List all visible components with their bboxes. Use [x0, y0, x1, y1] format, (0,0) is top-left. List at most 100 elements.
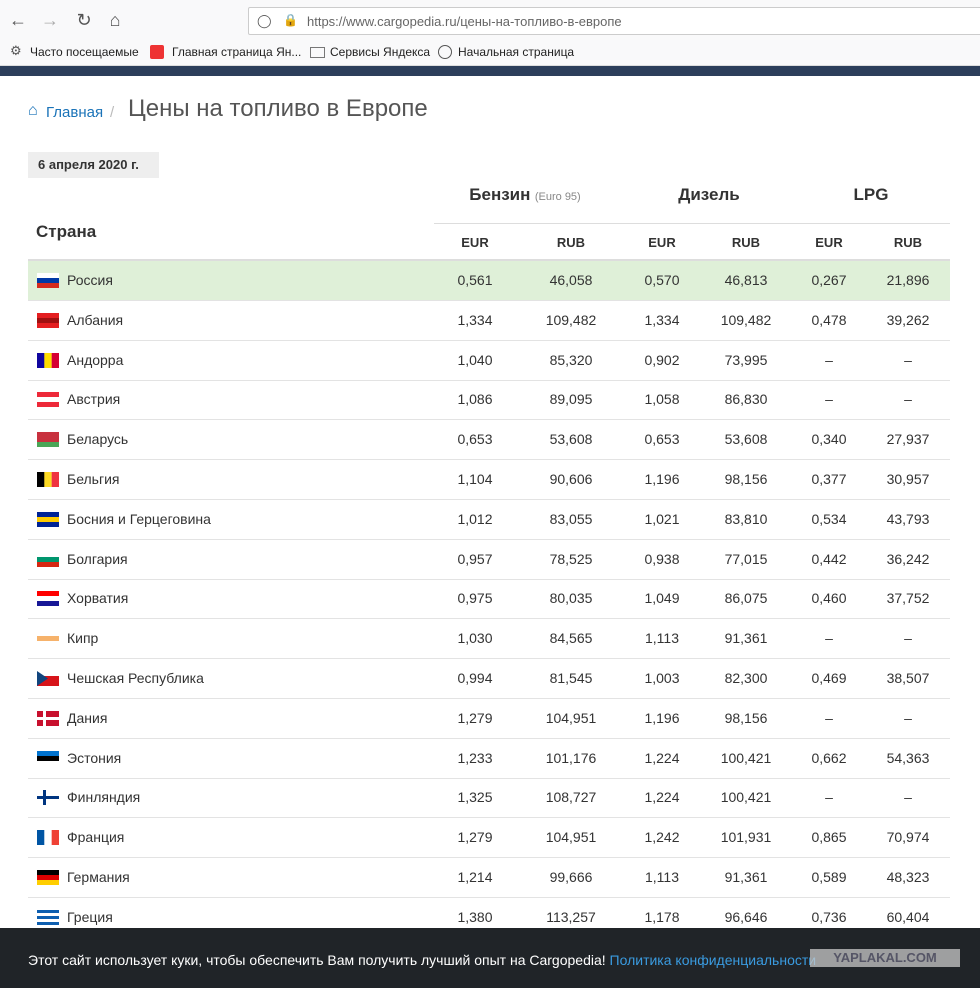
flag [37, 432, 59, 448]
table-row: Греция 1,380 113,257 1,178 96,646 0,736 60,404 [28, 898, 950, 938]
table-row: Россия 0,561 46,058 0,570 46,813 0,267 21,896 [28, 261, 950, 301]
cell-value: 21,896 [886, 272, 930, 288]
cell-value: 98,156 [724, 709, 768, 726]
cell-value: – [904, 351, 912, 368]
cell-value: 101,176 [545, 749, 597, 766]
flag-stripe [37, 750, 59, 756]
country-name: Беларусь [67, 431, 129, 448]
breadcrumb-home[interactable]: Главная [46, 104, 104, 121]
cell-value: 99,666 [549, 869, 593, 885]
cell-value: 1,104 [457, 471, 493, 487]
cell-value: 1,214 [457, 869, 493, 885]
flag-stripe [44, 830, 52, 846]
flag-stripe [37, 551, 59, 557]
cell-value: 37,752 [886, 590, 930, 607]
forward-button[interactable]: → [41, 10, 59, 30]
date-badge: 6 апреля 2020 г. [28, 152, 159, 178]
country-name: Чешская Республика [67, 670, 204, 686]
bookmarks-bar: Часто посещаемые Главная страница Ян... … [0, 38, 980, 66]
flag-stripe [37, 601, 59, 607]
cell-value: 0,460 [811, 590, 847, 607]
cell-value: 98,156 [724, 471, 768, 487]
bookmark[interactable]: Главная страница Ян... [172, 45, 302, 59]
cell-value: 113,257 [546, 908, 596, 925]
flag-stripe [37, 921, 59, 925]
flag-stripe [37, 437, 59, 443]
cell-value: 1,279 [457, 829, 493, 846]
country-name: Финляндия [67, 789, 141, 806]
cell-value: 82,300 [724, 670, 768, 686]
table-row: Эстония 1,233 101,176 1,224 100,421 0,662 54,3… [28, 739, 950, 779]
table-row: Финляндия 1,325 108,727 1,224 100,421 – – [28, 778, 950, 819]
cell-value: 90,606 [549, 471, 593, 487]
cell-value: 1,325 [457, 789, 493, 806]
bookmark[interactable]: Сервисы Яндекса [330, 45, 431, 59]
bookmark[interactable]: Начальная страница [458, 45, 575, 59]
cell-value: 78,525 [549, 550, 593, 567]
breadcrumb-separator: / [110, 104, 115, 121]
date: 6 апреля 2020 г. [38, 157, 139, 172]
cell-value: 0,736 [811, 908, 847, 925]
flag-stripe [37, 561, 59, 567]
flag-stripe [51, 352, 59, 368]
cell-value: 0,902 [644, 351, 680, 368]
cell-value: 1,021 [644, 510, 680, 527]
cell-value: 39,262 [886, 311, 930, 328]
flag-stripe [37, 317, 59, 323]
cell-value: 109,482 [720, 311, 772, 328]
cell-value: 1,196 [644, 471, 680, 487]
cell-value: – [825, 391, 833, 408]
cell-value: 83,810 [724, 510, 768, 527]
cell-value: 0,957 [457, 550, 493, 567]
flag-stripe [37, 641, 59, 647]
flag-stripe [37, 432, 59, 438]
country-name: Болгария [67, 550, 128, 567]
table-row: Хорватия 0,975 80,035 1,049 86,075 0,460 37,75… [28, 579, 950, 620]
cell-value: 101,931 [720, 829, 772, 846]
column-header: EUR [815, 235, 843, 250]
cell-value: 104,951 [545, 709, 597, 726]
flag-stripe [37, 283, 59, 288]
cell-value: 1,334 [644, 311, 680, 328]
cell-value: 100,421 [720, 789, 772, 806]
flag-stripe [37, 472, 45, 487]
flag-stripe [51, 830, 59, 846]
cell-value: 0,534 [811, 510, 847, 527]
cookie-text: Этот сайт использует куки, чтобы обеспеч… [28, 952, 606, 968]
country-header: Страна [36, 222, 97, 241]
table-row: Австрия 1,086 89,095 1,058 86,830 – – [28, 380, 950, 421]
flag-stripe [37, 830, 45, 846]
back-button[interactable]: ← [9, 10, 27, 30]
cell-value: 0,975 [457, 590, 493, 607]
cookie-banner: Этот сайт использует куки, чтобы обеспеч… [0, 928, 980, 988]
flag-stripe [44, 352, 52, 368]
privacy-link[interactable]: Политика конфиденциальности [609, 952, 817, 968]
flag-stripe [37, 676, 59, 682]
reload-button[interactable]: ↻ [76, 10, 92, 30]
address-bar[interactable]: ◯ 🔒 https://www.cargopedia.ru/цены-на-то… [248, 7, 980, 35]
flag-stripe [37, 915, 59, 919]
cell-value: 84,565 [549, 630, 593, 647]
site-header-bar [0, 66, 980, 76]
flag-stripe [37, 596, 59, 602]
bookmark[interactable]: Часто посещаемые [30, 45, 139, 59]
cell-value: – [904, 391, 912, 408]
flag-stripe [37, 671, 59, 677]
cell-value: 85,320 [549, 351, 593, 368]
cell-value: 81,545 [549, 670, 593, 686]
flag-stripe [37, 720, 59, 726]
cell-value: – [825, 709, 833, 726]
flag [37, 392, 59, 408]
country-name: Андорра [67, 351, 124, 368]
cell-value: 46,058 [549, 272, 593, 288]
cell-value: 1,233 [457, 749, 493, 766]
column-header: EUR [461, 235, 489, 250]
flag-stripe [37, 755, 59, 761]
cell-value: 48,323 [886, 869, 930, 885]
cell-value: 1,196 [644, 709, 680, 726]
cell-value: 0,478 [811, 311, 847, 328]
cell-value: 1,242 [644, 829, 680, 846]
table-row: Андорра 1,040 85,320 0,902 73,995 – – [28, 341, 950, 381]
flag [37, 671, 59, 686]
home-button[interactable]: ⌂ [109, 10, 121, 30]
